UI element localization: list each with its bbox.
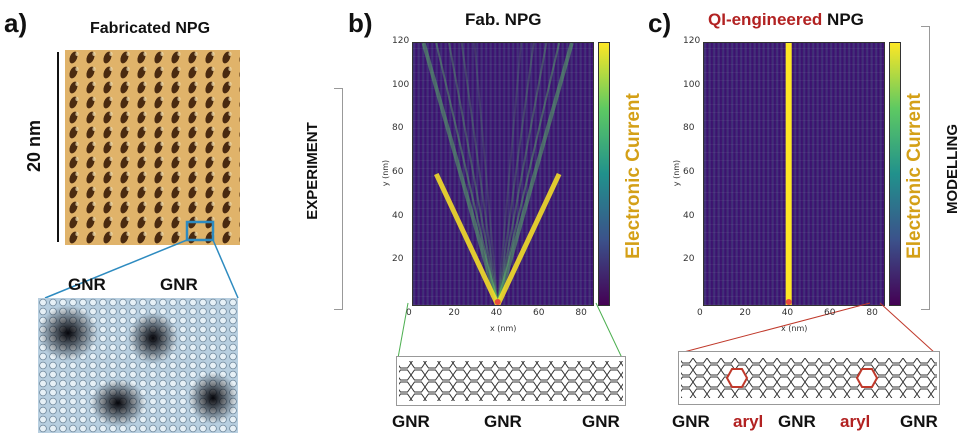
gnr-label-b-1: GNR	[392, 412, 430, 431]
current-beam	[435, 43, 499, 305]
scale-bar	[57, 52, 59, 242]
heatmap-b	[412, 42, 594, 306]
heatmap-b-ytick: 100	[392, 79, 410, 90]
current-beam	[473, 43, 499, 305]
heatmap-c-ytick: 80	[683, 123, 695, 134]
molecule-b	[396, 356, 626, 406]
label-c-5: GNR	[900, 412, 938, 431]
experiment-bracket	[334, 88, 343, 310]
heatmap-b-xtick: 60	[533, 308, 545, 318]
heatmap-b-ytick: 20	[392, 254, 404, 265]
heatmap-c-ytick: 20	[683, 254, 695, 265]
current-channel	[785, 43, 792, 305]
current-beam	[460, 43, 499, 305]
heatmap-c-channel	[785, 43, 792, 305]
current-beam	[496, 43, 522, 305]
heatmap-c-xtick: 80	[866, 308, 878, 318]
gnr-label-a-right: GNR	[160, 275, 198, 294]
current-beam-bright	[495, 172, 562, 305]
current-source-marker	[785, 299, 792, 305]
heatmap-b-ytick: 40	[392, 210, 404, 221]
panel-a-title: Fabricated NPG	[90, 20, 211, 37]
label-c-3: GNR	[778, 412, 816, 431]
molecule-c	[678, 351, 940, 405]
heatmap-b-ytick: 80	[392, 123, 404, 134]
xlabel-c: x (nm)	[781, 324, 808, 333]
heatmap-c-gridlines	[704, 43, 884, 305]
heatmap-c-ytick: 40	[683, 210, 695, 221]
colorbar-c	[889, 42, 901, 306]
label-c-1: GNR	[672, 412, 710, 431]
panel-a-label: a)	[4, 8, 28, 38]
current-beam	[496, 43, 535, 305]
gnr-label-b-3: GNR	[582, 412, 620, 431]
panel-c-label: c)	[648, 8, 672, 38]
heatmap-b-background	[413, 43, 593, 305]
panel-c-title-highlight: QI-engineered	[708, 10, 823, 29]
panel-b-title: Fab. NPG	[465, 10, 542, 29]
heatmap-b-xtick: 40	[490, 308, 503, 318]
heatmap-b-xtick: 20	[448, 308, 460, 318]
heatmap-c-xtick: 60	[824, 308, 836, 318]
stm-zoom-image	[38, 298, 238, 433]
heatmap-c-xtick: 0	[697, 308, 703, 318]
stm-zoom-graphic	[38, 298, 238, 433]
current-beam	[421, 43, 500, 305]
heatmap-b-ytick: 60	[392, 167, 404, 177]
stm-image	[65, 50, 240, 245]
heatmap-b-xtick: 80	[575, 308, 587, 318]
heatmap-c-xtick: 40	[781, 308, 794, 318]
label-c-4: aryl	[840, 412, 871, 431]
zoom-box	[185, 220, 215, 242]
current-beam	[495, 43, 574, 305]
heatmap-c-xtick: 20	[739, 308, 751, 318]
label-c-2: aryl	[733, 412, 764, 431]
modelling-bracket	[921, 26, 930, 310]
heatmap-c-ytick: 120	[683, 36, 701, 46]
current-source-marker	[494, 299, 501, 305]
heatmap-c-background	[704, 43, 884, 305]
heatmap-c	[703, 42, 885, 306]
molecule-b-graphic	[399, 361, 623, 401]
heatmap-c-ytick: 100	[683, 79, 701, 90]
molecule-c-graphic	[681, 358, 937, 398]
panel-c-title-rest: NPG	[822, 10, 864, 29]
heatmap-b-ytick: 120	[392, 36, 410, 46]
current-beam	[448, 43, 499, 305]
heatmap-b-xtick: 0	[406, 308, 412, 318]
current-beam	[496, 43, 561, 305]
heatmap-c-ytick: 60	[683, 167, 695, 177]
heatmap-b-beams	[421, 43, 574, 305]
gnr-label-a-left: GNR	[68, 275, 106, 294]
panel-b-label: b)	[348, 8, 373, 38]
stm-image-graphic	[65, 50, 240, 245]
current-beam-bright	[434, 172, 500, 305]
current-beam	[496, 43, 548, 305]
colorbar-b	[598, 42, 610, 306]
panel-c-title: QI-engineered NPG	[708, 10, 864, 30]
heatmap-b-gridlines	[413, 43, 593, 305]
gnr-label-b-2: GNR	[484, 412, 522, 431]
xlabel-b: x (nm)	[490, 324, 517, 333]
